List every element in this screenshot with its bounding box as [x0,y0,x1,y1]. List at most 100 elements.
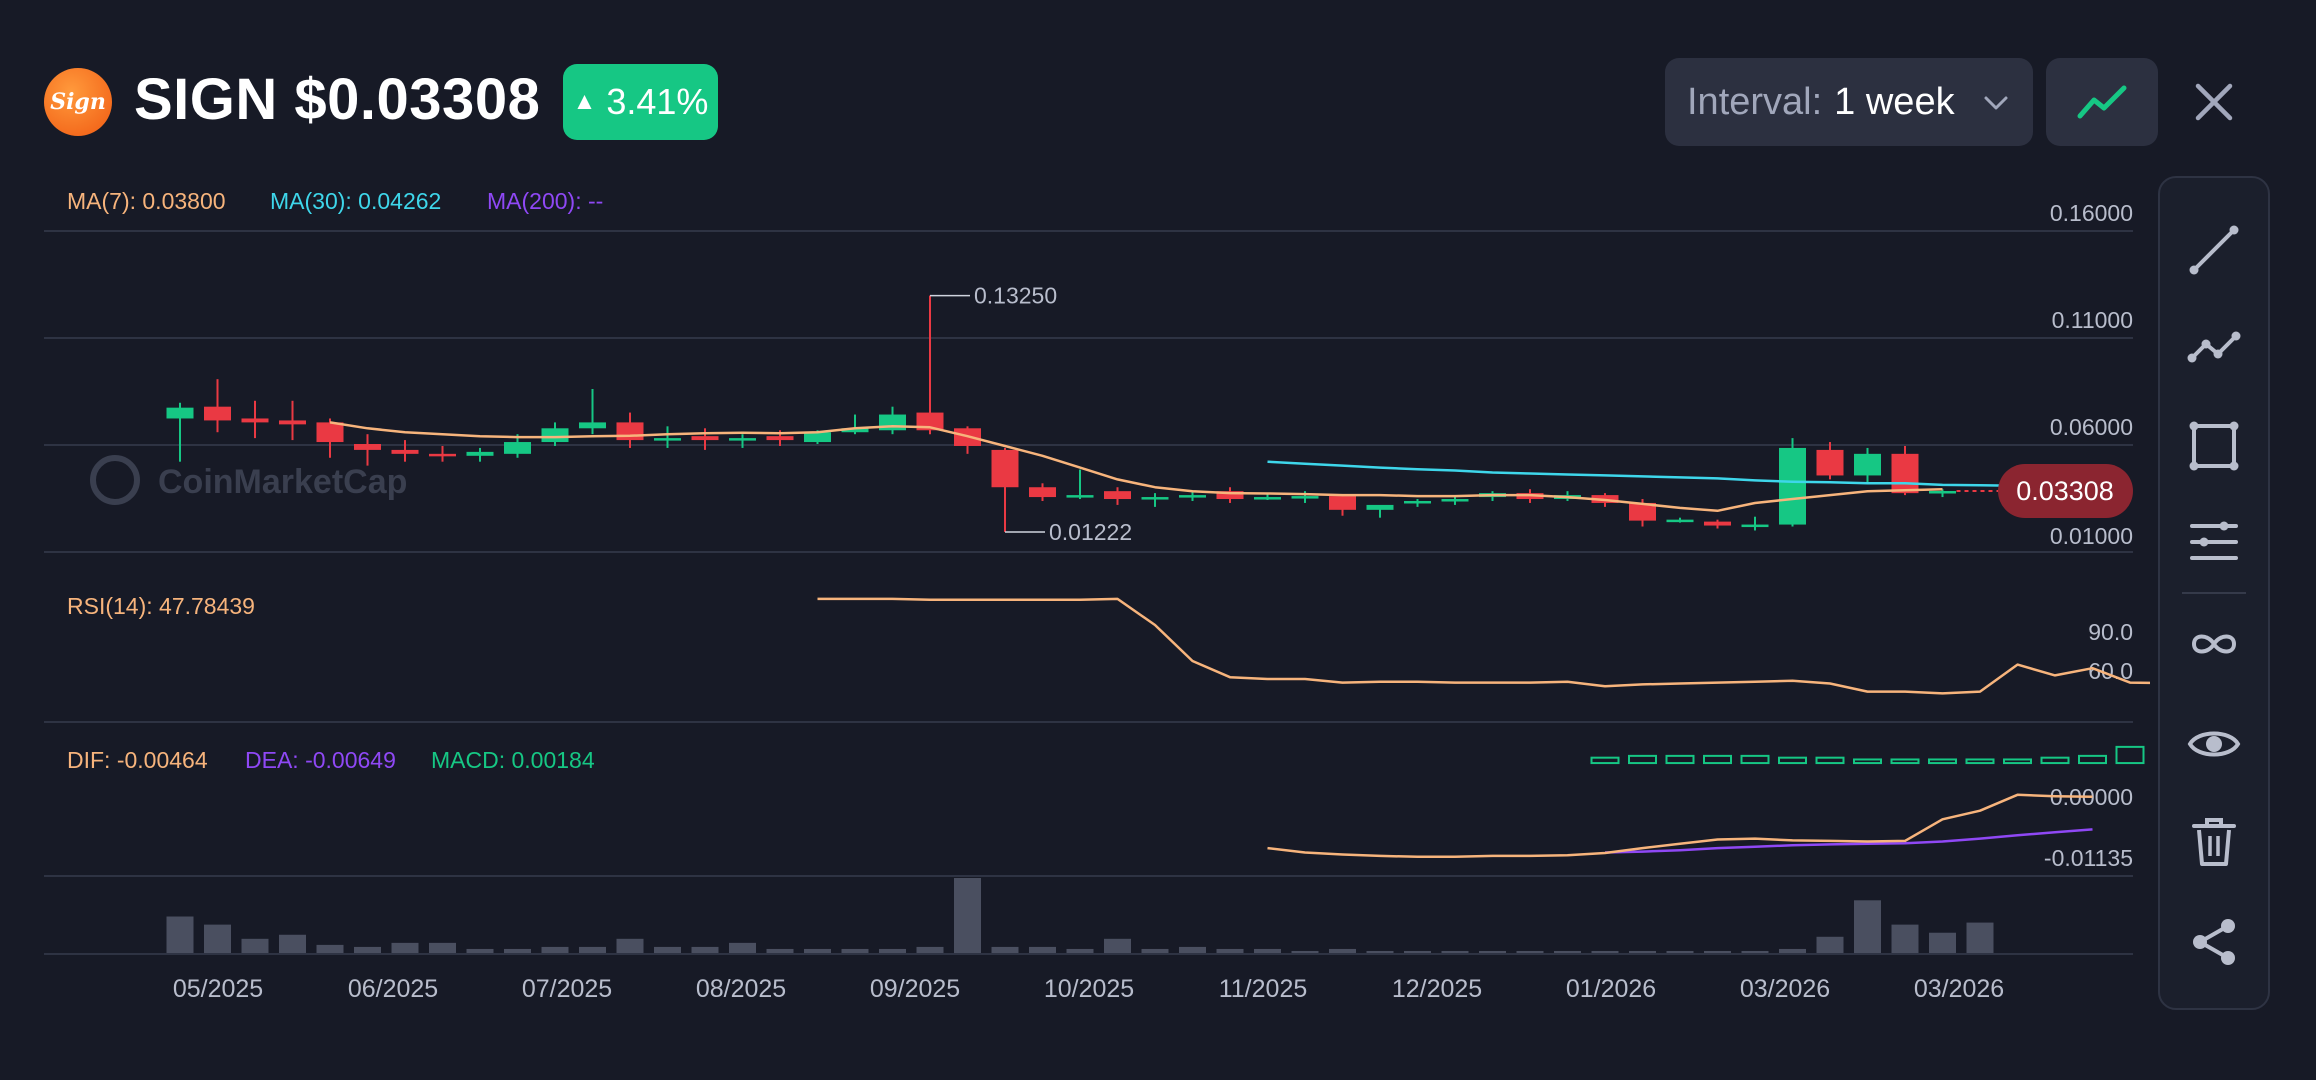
volume-bar [1441,950,1469,953]
macd-histogram-bar [1853,758,1882,765]
volume-bar [166,916,194,953]
macd-histogram-bar [1665,754,1695,765]
macd-histogram-bar [1778,756,1807,765]
current-price-label: 0.03308 [2016,476,2114,506]
trend-line-tool[interactable] [2186,222,2242,278]
polyline-icon [2187,331,2241,363]
macd-histogram-bar [2078,754,2107,765]
candle-body [1141,497,1169,500]
dif-line [1267,793,2093,859]
volume-bar [1366,950,1394,953]
candle-body [1629,502,1656,521]
volume-bar [241,938,269,953]
infinity-icon [2191,634,2237,654]
candle-body [391,449,419,454]
volume-bar [879,948,906,953]
candle-body [1291,496,1319,499]
volume-bar [1891,924,1919,953]
macd-histogram-bar [1740,754,1770,765]
candle-body [1104,491,1131,500]
x-tick-label: 08/2025 [696,975,786,1003]
candle-body [1704,521,1731,526]
infinite-line-tool[interactable] [2186,616,2242,672]
candle-body [1929,491,1956,494]
candle-body [1854,453,1881,476]
volume-bar [1216,948,1244,953]
macd-histogram-bar [1590,756,1620,765]
toolbar-divider [2182,592,2246,594]
interval-dropdown[interactable]: Interval: 1 week [1665,58,2033,146]
trash-icon [2192,818,2236,866]
macd-histogram-bar [1890,758,1920,765]
delete-tool[interactable] [2186,814,2242,870]
share-tool[interactable] [2186,914,2242,970]
volume-bar [1554,950,1581,953]
polyline-tool[interactable] [2186,318,2242,374]
volume-bar [1479,950,1506,953]
price-change-value: 3.41% [606,81,709,122]
current-price-badge [1998,464,2133,519]
volume-bar [429,942,456,953]
watermark-text: CoinMarketCap [158,463,407,501]
volume-bar [354,946,381,953]
dea-line [1604,828,2093,854]
macd-legend-item: DEA: -0.00649 [245,747,396,773]
candle-body [1441,499,1469,502]
candle-body [541,428,569,443]
volume-bar [1741,950,1769,953]
x-tick-label: 09/2025 [870,975,960,1003]
candle-body [1029,487,1056,498]
candle-body [241,418,269,423]
price-change-badge: ▲ 3.41% [563,64,718,140]
candle-body [1779,447,1806,525]
x-tick-label: 05/2025 [173,975,263,1003]
volume-bar [1966,922,1994,953]
candle-body [766,436,794,441]
price-legend-item: MA(200): -- [487,188,603,214]
volume-bar [466,948,494,953]
x-tick-label: 11/2025 [1219,975,1308,1003]
parallel-lines-icon [2190,521,2238,560]
volume-bar [1816,936,1844,953]
candle-body [279,420,306,425]
line-chart-icon [2077,85,2127,119]
volume-bar [1329,948,1356,953]
candle-body [841,428,869,433]
volume-bar [691,946,719,953]
macd-histogram-bar [1703,754,1732,765]
candle-body [1366,504,1394,510]
candle-body [1404,500,1431,504]
volume-bar [1629,950,1656,953]
macd-histogram-bar [2115,745,2145,765]
visibility-tool[interactable] [2186,716,2242,772]
candle-body [1254,497,1281,500]
candle-body [804,432,831,443]
macd-histogram-bar [2003,758,2032,765]
share-icon [2193,919,2235,965]
line-chart-toggle-button[interactable] [2046,58,2158,146]
volume-bar [1104,938,1131,953]
candle-body [354,444,381,450]
logo-text: Sign [50,89,106,115]
volume-bar [1929,932,1956,953]
x-tick-label: 03/2026 [1740,975,1830,1003]
volume-bar [1141,948,1169,953]
rectangle-tool[interactable] [2186,418,2242,474]
chevron-down-icon [1984,96,2008,110]
chart-area[interactable]: CoinMarketCap MA(7): 0.03800 MA(30): 0.04… [0,170,2150,1030]
macd-y-tick-label: -0.01135 [2044,845,2133,871]
candle-body [466,451,494,456]
drawing-toolbar [2158,176,2270,1010]
candle-body [691,436,719,441]
trend-line-icon [2189,225,2239,275]
ma7-line [329,421,1943,513]
volume-bar [1779,948,1806,953]
volume-bar [729,942,756,953]
price-y-tick-label: 0.11000 [2052,307,2133,333]
volume-bar [654,946,681,953]
candle-body [316,422,344,443]
close-icon[interactable] [2190,78,2238,126]
macd-histogram-bar [1628,754,1657,765]
parallel-lines-tool[interactable] [2186,514,2242,570]
volume-bar [316,944,344,953]
